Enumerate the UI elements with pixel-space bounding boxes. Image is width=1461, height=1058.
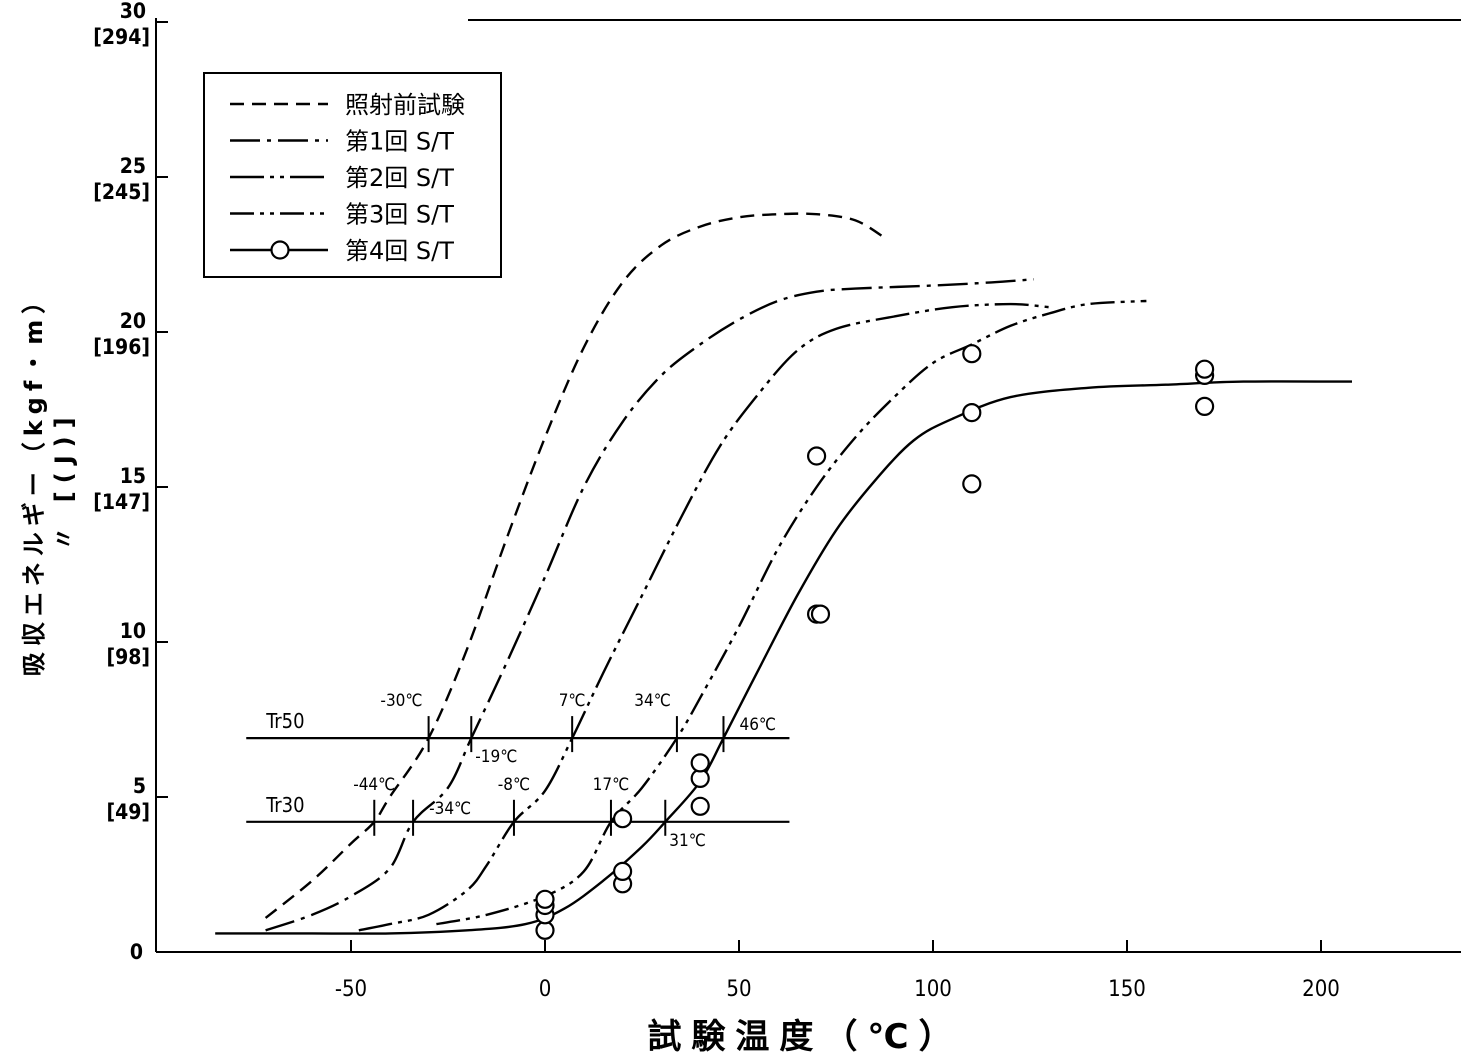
data-point (962, 344, 982, 364)
legend-box (203, 72, 502, 278)
legend-label: 照射前試験 (345, 91, 465, 119)
data-point (612, 861, 633, 882)
annotation-label: 46℃ (739, 715, 776, 735)
data-point (1194, 396, 1215, 416)
annotation-label: 17℃ (593, 775, 630, 795)
y-tick-sublabel: [98] (106, 645, 150, 669)
x-tick-label: 100 (914, 977, 952, 1002)
series-line (265, 278, 1034, 932)
annotation-label: -30℃ (380, 691, 422, 711)
y-tick-label: 10 (120, 619, 146, 643)
annotation-label: 34℃ (634, 691, 671, 711)
data-point (962, 403, 982, 423)
x-axis-label: 試験温度（℃） (647, 1017, 962, 1057)
y-tick-sublabel: [147] (93, 490, 150, 514)
scatter-points (535, 344, 1215, 940)
reference-lines: Tr50 Tr30 (246, 709, 790, 836)
y-tick-label: 15 (120, 464, 146, 488)
data-point (810, 604, 831, 624)
series-line (358, 302, 1050, 932)
x-tick-label: 0 (539, 977, 552, 1002)
legend-label: 第2回 S/T (345, 164, 454, 192)
reference-line-label: Tr30 (265, 793, 304, 817)
annotations: -30℃ -19℃ 7℃ 34℃ 46℃ -44℃ -34℃ -8℃ 17℃ 31℃ (353, 691, 776, 851)
data-point (535, 889, 555, 909)
y-tick-sublabel: [294] (93, 25, 150, 49)
data-point (1194, 359, 1215, 379)
y-tick-label: 5 (133, 774, 146, 798)
x-tick-label: -50 (335, 977, 367, 1002)
y-ticks: 0 5[49] 10[98] 15[147] 20[196] 25[245] 30[294] (93, 0, 168, 964)
legend-label: 第4回 S/T (345, 237, 454, 265)
annotation-label: -19℃ (475, 747, 517, 767)
annotation-label: -8℃ (498, 775, 530, 795)
series-line (436, 299, 1147, 926)
x-tick-label: 200 (1302, 977, 1340, 1002)
reference-line-label: Tr50 (265, 709, 304, 733)
annotation-label: -34℃ (429, 799, 471, 819)
x-tick-label: 50 (726, 977, 751, 1002)
legend-label: 第1回 S/T (345, 128, 454, 156)
y-tick-label: 0 (130, 940, 143, 964)
series-lines (215, 212, 1353, 935)
x-tick-label: 150 (1108, 977, 1146, 1002)
y-tick-sublabel: [196] (93, 335, 150, 359)
y-tick-label: 30 (120, 0, 146, 23)
data-point (612, 809, 633, 829)
y-tick-sublabel: [245] (93, 180, 150, 204)
y-tick-label: 20 (120, 309, 146, 333)
y-axis-label-2: 〃 [(J)] (50, 409, 78, 550)
legend-label: 第3回 S/T (345, 201, 454, 229)
annotation-label: 31℃ (669, 831, 706, 851)
annotation-label: 7℃ (559, 691, 586, 711)
data-point (690, 753, 710, 773)
legend-marker (270, 240, 290, 260)
y-axis-label: 吸収エネルギー（kgf・m） (20, 284, 48, 677)
series-line (264, 212, 888, 919)
data-point (962, 474, 982, 494)
y-tick-sublabel: [49] (106, 800, 150, 824)
data-point (690, 796, 710, 816)
series-line (215, 380, 1353, 935)
annotation-label: -44℃ (353, 775, 395, 795)
y-tick-label: 25 (120, 154, 146, 178)
data-point (806, 446, 827, 466)
x-ticks: -50 0 50 100 150 200 (335, 940, 1340, 1002)
